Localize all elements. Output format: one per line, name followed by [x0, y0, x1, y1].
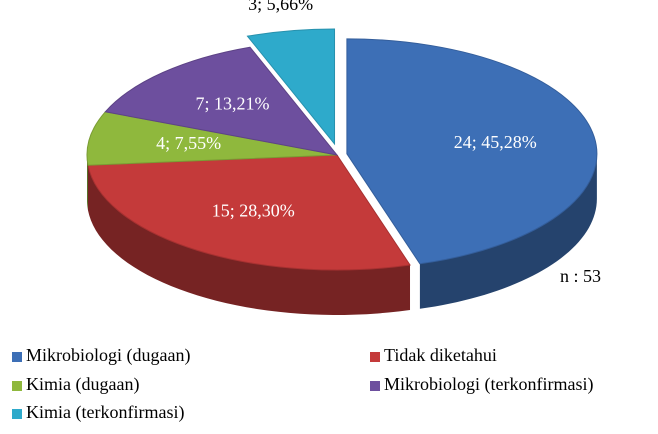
data-label: 4; 7,55% — [156, 133, 221, 153]
slice — [86, 111, 338, 166]
data-label: 15; 28,30% — [212, 200, 295, 220]
annotation: n : 53 — [560, 266, 601, 286]
slice — [346, 38, 598, 265]
slice — [246, 28, 336, 146]
legend-swatch — [370, 352, 380, 362]
legend-label: Kimia (dugaan) — [26, 374, 139, 395]
legend-label: Mikrobiologi (terkonfirmasi) — [384, 374, 593, 395]
data-label: 7; 13,21% — [196, 94, 270, 114]
data-label: 3; 5,66% — [248, 0, 313, 14]
slice — [87, 154, 411, 271]
legend-label: Tidak diketahui — [384, 345, 497, 365]
legend-swatch — [12, 352, 22, 362]
slice — [104, 46, 339, 156]
data-label: 24; 45,28% — [454, 132, 537, 152]
slice-side — [419, 153, 597, 309]
legend-swatch — [12, 381, 22, 391]
legend-label: Kimia (terkonfirmasi) — [26, 402, 184, 423]
legend-swatch — [370, 381, 380, 391]
slice-side — [87, 155, 88, 211]
slice-side — [87, 165, 411, 315]
legend-label: Mikrobiologi (dugaan) — [26, 345, 190, 366]
legend-swatch — [12, 409, 22, 419]
